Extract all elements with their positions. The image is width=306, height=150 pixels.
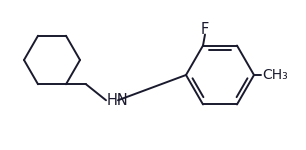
Text: CH₃: CH₃: [262, 68, 288, 82]
Text: F: F: [201, 22, 209, 37]
Text: HN: HN: [107, 93, 129, 108]
